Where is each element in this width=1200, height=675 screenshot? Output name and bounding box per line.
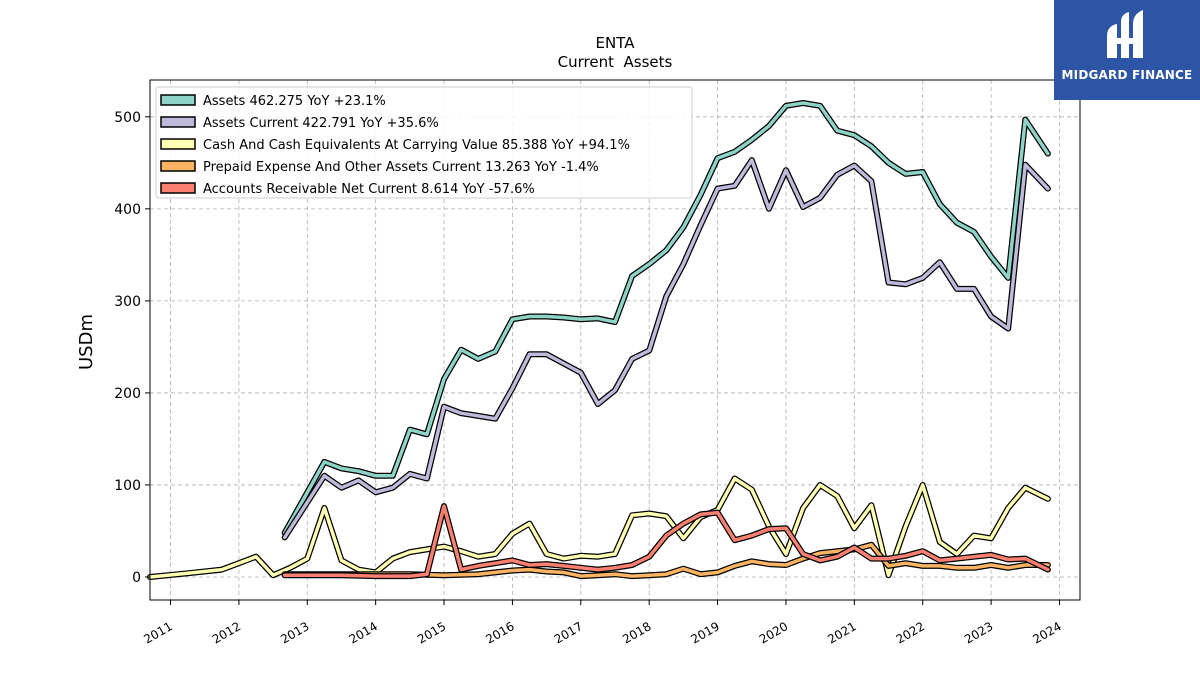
legend-label: Assets 462.275 YoY +23.1%	[203, 94, 386, 109]
plot-frame	[149, 79, 1081, 601]
x-tick-label: 2014	[347, 619, 380, 646]
legend-swatch	[160, 160, 196, 172]
x-tick-label: 2017	[552, 619, 585, 646]
x-tick-label: 2018	[620, 619, 653, 646]
series-2	[147, 475, 1051, 580]
logo-mark-icon	[1107, 10, 1143, 58]
series-line	[148, 476, 1050, 579]
series-0	[281, 100, 1051, 536]
series-line	[282, 543, 1050, 578]
legend-label: Prepaid Expense And Other Assets Current…	[203, 160, 599, 175]
logo-text: MIDGARD FINANCE	[1061, 68, 1193, 82]
legend-label: Accounts Receivable Net Current 8.614 Yo…	[203, 182, 535, 197]
y-tick-label: 500	[114, 110, 141, 126]
y-tick-label: 100	[114, 478, 141, 494]
x-tick-label: 2011	[141, 619, 174, 646]
x-tick-label: 2019	[688, 619, 721, 646]
x-tick-label: 2012	[210, 619, 243, 646]
x-tick-label: 2024	[1030, 619, 1063, 646]
chart-subtitle: Current Assets	[558, 53, 673, 71]
x-tick-label: 2021	[825, 619, 858, 646]
series-line	[282, 504, 1050, 578]
series-line	[282, 101, 1050, 535]
x-tick-label: 2023	[962, 619, 995, 646]
midgard-finance-logo: MIDGARD FINANCE	[1054, 0, 1200, 100]
legend-entry: Assets 462.275 YoY +23.1%	[160, 94, 386, 109]
legend-swatch	[160, 138, 196, 150]
legend-box	[155, 86, 693, 199]
y-tick-label: 400	[114, 202, 141, 218]
y-tick-label: 0	[132, 570, 141, 586]
series-outline	[281, 541, 1051, 580]
legend-entry: Assets Current 422.791 YoY +35.6%	[160, 116, 439, 131]
y-tick-label: 300	[114, 294, 141, 310]
series-layer	[147, 100, 1051, 580]
legend-entry: Accounts Receivable Net Current 8.614 Yo…	[160, 182, 535, 197]
x-tick-label: 2016	[483, 619, 516, 646]
legend-swatch	[160, 94, 196, 106]
chart-title: ENTA	[596, 34, 636, 52]
x-tick-label: 2015	[415, 619, 448, 646]
legend-label: Assets Current 422.791 YoY +35.6%	[203, 116, 439, 131]
legend-swatch	[160, 182, 196, 194]
legend-label: Cash And Cash Equivalents At Carrying Va…	[203, 138, 630, 153]
y-tick-label: 200	[114, 386, 141, 402]
series-1	[281, 157, 1051, 541]
legend-entry: Cash And Cash Equivalents At Carrying Va…	[160, 138, 630, 153]
series-4	[281, 503, 1051, 580]
series-3	[281, 541, 1051, 580]
legend-entry: Prepaid Expense And Other Assets Current…	[160, 160, 599, 175]
legend: Assets 462.275 YoY +23.1% Assets Current …	[155, 86, 693, 199]
x-tick-label: 2020	[757, 619, 790, 646]
x-tick-label: 2022	[894, 619, 927, 646]
legend-swatch	[160, 116, 196, 128]
y-axis-label: USDm	[76, 314, 97, 370]
x-tick-label: 2013	[278, 619, 311, 646]
series-line	[282, 158, 1050, 540]
